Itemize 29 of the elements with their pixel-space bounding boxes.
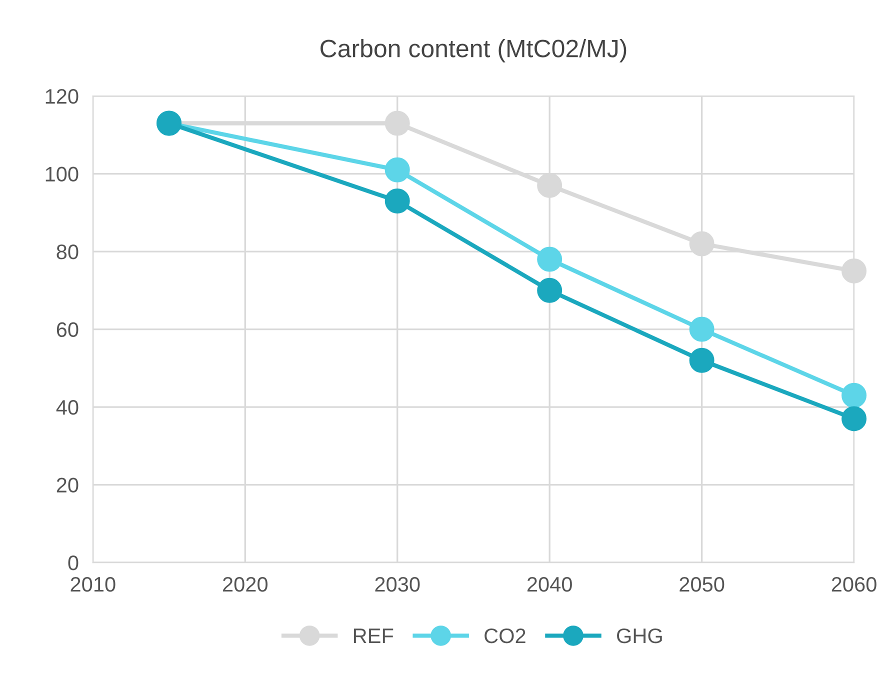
y-tick-label: 80 bbox=[56, 244, 78, 260]
point bbox=[384, 188, 410, 214]
y-tick-label: 100 bbox=[46, 166, 78, 182]
x-tick-label: 2030 bbox=[375, 576, 420, 592]
y-tick-label: 40 bbox=[56, 400, 78, 415]
point bbox=[689, 316, 714, 342]
x-tick-label: 2040 bbox=[527, 576, 572, 592]
y-tick-label: 0 bbox=[68, 556, 78, 570]
point bbox=[689, 348, 714, 373]
x-tick-label: 2050 bbox=[680, 576, 724, 592]
point bbox=[384, 110, 410, 136]
point bbox=[537, 246, 562, 272]
legend-label: REF bbox=[354, 628, 394, 644]
point bbox=[537, 172, 562, 198]
y-tick-label: 60 bbox=[56, 322, 78, 338]
point bbox=[537, 278, 562, 303]
chart-title: Carbon content (MtC02/MJ) bbox=[320, 39, 626, 62]
legend-label: CO2 bbox=[484, 628, 526, 644]
point bbox=[842, 258, 867, 284]
x-tick-label: 2010 bbox=[70, 576, 116, 592]
legend-label: GHG bbox=[617, 628, 662, 644]
point bbox=[384, 157, 410, 182]
y-tick-label: 120 bbox=[46, 89, 78, 104]
x-tick-label: 2020 bbox=[223, 576, 268, 592]
point bbox=[689, 231, 714, 256]
point bbox=[842, 382, 867, 408]
y-tick-label: 20 bbox=[56, 478, 78, 493]
x-tick-label: 2060 bbox=[832, 576, 876, 592]
point bbox=[842, 406, 867, 432]
